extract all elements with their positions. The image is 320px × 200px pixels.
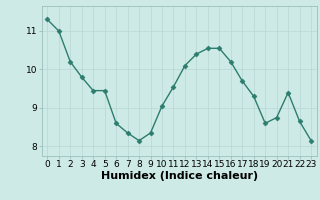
X-axis label: Humidex (Indice chaleur): Humidex (Indice chaleur) xyxy=(100,171,258,181)
